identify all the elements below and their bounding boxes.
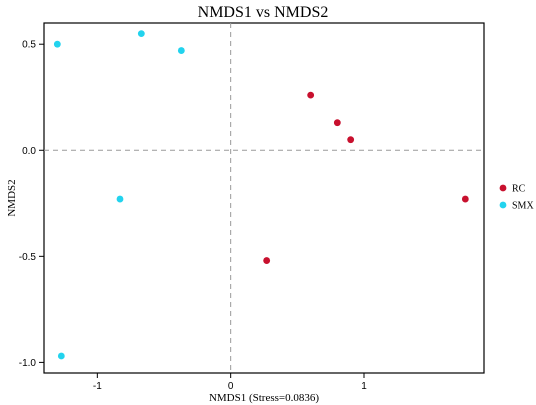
x-axis-label: NMDS1 (Stress=0.0836): [209, 392, 319, 404]
plot-frame: [43, 22, 485, 374]
legend: RC SMX: [499, 184, 534, 212]
x-tick-label: 1: [361, 381, 367, 392]
point-rc: [333, 119, 341, 127]
y-tick-label: -1.0: [19, 358, 37, 369]
legend-marker-smx: [499, 201, 507, 209]
chart-title: NMDS1 vs NMDS2: [198, 4, 329, 21]
point-smx: [177, 47, 185, 54]
point-smx: [57, 352, 65, 360]
x-tick-label: 0: [228, 381, 234, 392]
legend-label-rc: RC: [512, 184, 526, 195]
y-axis-ticks: 0.5 0.0 -0.5 -1.0: [19, 40, 44, 369]
y-axis-label: NMDS2: [6, 179, 18, 216]
point-smx: [53, 40, 61, 48]
point-rc: [347, 136, 355, 144]
x-axis-ticks: -1 0 1: [93, 373, 367, 392]
x-tick-label: -1: [93, 381, 102, 392]
point-rc: [307, 91, 315, 99]
y-tick-label: 0.5: [22, 40, 36, 51]
legend-marker-rc: [499, 184, 507, 192]
point-smx: [116, 195, 124, 203]
y-tick-label: 0.0: [22, 146, 36, 157]
y-tick-label: -0.5: [19, 252, 37, 263]
point-rc: [461, 195, 469, 203]
point-rc: [263, 257, 271, 264]
point-smx: [137, 30, 145, 38]
data-points: [53, 30, 469, 360]
legend-label-smx: SMX: [512, 201, 534, 212]
